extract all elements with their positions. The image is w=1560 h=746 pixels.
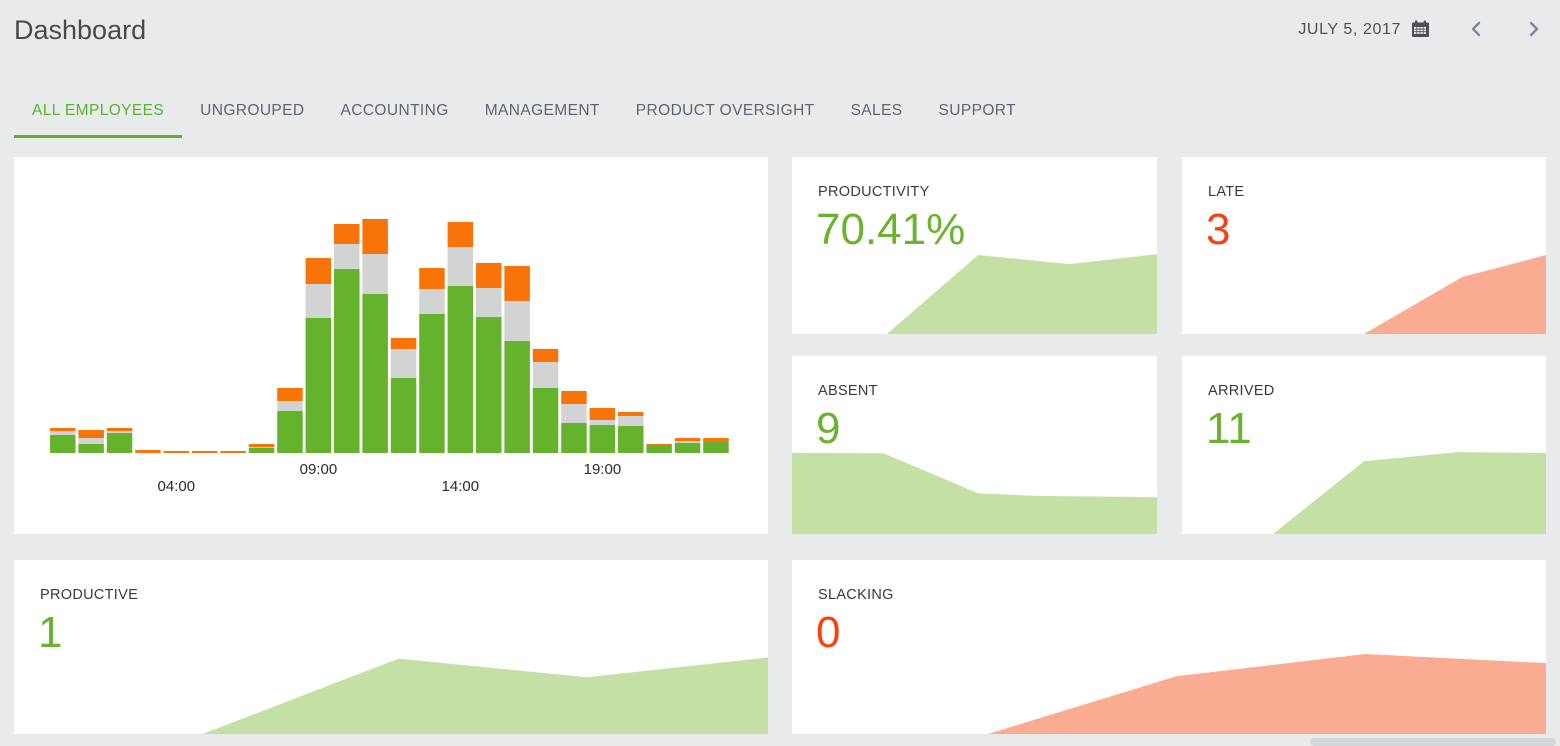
arrived-card[interactable]: ARRIVED 11 — [1182, 356, 1546, 534]
chevron-right-icon — [1528, 21, 1540, 40]
card-label: PRODUCTIVITY — [818, 184, 930, 200]
tab-ungrouped[interactable]: UNGROUPED — [182, 92, 322, 138]
card-value: 9 — [816, 404, 841, 453]
svg-text:19:00: 19:00 — [584, 461, 622, 478]
svg-text:09:00: 09:00 — [300, 461, 338, 478]
card-label: SLACKING — [818, 587, 894, 603]
slacking-sparkline — [792, 653, 1546, 734]
late-card[interactable]: LATE 3 — [1182, 157, 1546, 334]
chevron-left-icon — [1470, 21, 1482, 40]
tab-all-employees[interactable]: ALL EMPLOYEES — [14, 92, 183, 138]
card-value: 0 — [816, 608, 841, 657]
prev-day-button[interactable] — [1464, 21, 1488, 40]
tab-sales[interactable]: SALES — [833, 92, 921, 138]
calendar-icon — [1411, 20, 1430, 41]
absent-sparkline — [792, 453, 1157, 534]
tab-support[interactable]: SUPPORT — [921, 92, 1034, 138]
svg-text:04:00: 04:00 — [158, 478, 196, 495]
card-value: 11 — [1206, 404, 1252, 453]
card-label: LATE — [1208, 184, 1245, 200]
card-value: 1 — [38, 608, 63, 657]
date-label: JULY 5, 2017 — [1298, 21, 1401, 38]
date-navigation: JULY 5, 2017 — [1298, 20, 1546, 41]
slacking-card[interactable]: SLACKING 0 — [792, 560, 1546, 734]
productive-card[interactable]: PRODUCTIVE 1 — [14, 560, 768, 734]
productivity-card[interactable]: PRODUCTIVITY 70.41% — [792, 157, 1157, 334]
tab-product-oversight[interactable]: PRODUCT OVERSIGHT — [618, 92, 833, 138]
horizontal-scrollbar-thumb[interactable] — [1310, 738, 1556, 746]
card-label: ABSENT — [818, 383, 878, 399]
stacked-bar-chart[interactable]: 04:00 09:00 14:00 19:00 — [14, 157, 768, 534]
next-day-button[interactable] — [1522, 21, 1546, 40]
svg-text:14:00: 14:00 — [442, 478, 480, 495]
calendar-button[interactable] — [1411, 20, 1430, 41]
group-tabs: ALL EMPLOYEES UNGROUPED ACCOUNTING MANAG… — [14, 92, 1034, 138]
late-sparkline — [1182, 255, 1546, 334]
card-label: ARRIVED — [1208, 383, 1275, 399]
arrived-sparkline — [1182, 452, 1546, 534]
tab-management[interactable]: MANAGEMENT — [467, 92, 618, 138]
app-header: Dashboard JULY 5, 2017 — [14, 8, 1546, 52]
tab-accounting[interactable]: ACCOUNTING — [323, 92, 467, 138]
card-label: PRODUCTIVE — [40, 587, 139, 603]
page-title: Dashboard — [14, 14, 147, 45]
hourly-activity-chart-card: 04:00 09:00 14:00 19:00 — [14, 157, 768, 534]
absent-card[interactable]: ABSENT 9 — [792, 356, 1157, 534]
productivity-sparkline — [792, 254, 1157, 334]
card-value: 3 — [1206, 205, 1231, 254]
productive-sparkline — [14, 657, 768, 734]
card-value: 70.41% — [816, 205, 966, 254]
